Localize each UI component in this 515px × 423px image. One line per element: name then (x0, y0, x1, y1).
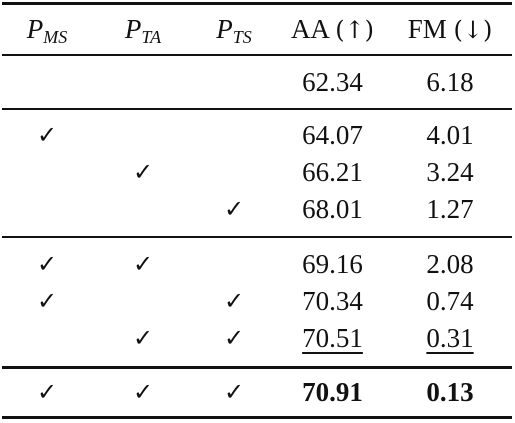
checkmark-icon: ✓ (223, 378, 245, 406)
empty-cell (192, 154, 276, 190)
checkmark-icon: ✓ (223, 195, 245, 223)
header-fm: FM (↓) (407, 14, 493, 44)
table-row: ✓ 66.21 3.24 (0, 154, 515, 190)
empty-cell (0, 191, 94, 227)
group-rule-2 (2, 236, 512, 238)
table-row: ✓ ✓ ✓ 70.91 0.13 (0, 374, 515, 410)
header-aa: AA (↑) (290, 14, 375, 44)
group-rule-1 (2, 108, 512, 110)
up-arrow-icon: (↑) (335, 16, 375, 44)
bottom-rule (2, 416, 512, 419)
fm-value: 0.74 (426, 286, 474, 316)
aa-value: 70.91 (302, 377, 363, 407)
header-row: PMS PTA PTS AA (↑) FM (↓) (0, 11, 515, 47)
aa-value: 69.16 (302, 249, 363, 279)
checkmark-icon: ✓ (132, 378, 154, 406)
fm-value: 0.13 (426, 377, 474, 407)
table-row: ✓ ✓ 69.16 2.08 (0, 246, 515, 282)
empty-cell (94, 64, 192, 100)
fm-value: 0.31 (426, 323, 474, 353)
aa-value: 70.34 (302, 286, 363, 316)
table-row: 62.34 6.18 (0, 64, 515, 100)
empty-cell (0, 154, 94, 190)
fm-value: 1.27 (426, 194, 474, 224)
empty-cell (192, 64, 276, 100)
empty-cell (0, 64, 94, 100)
top-rule (2, 2, 512, 5)
checkmark-icon: ✓ (223, 324, 245, 352)
header-rule (2, 54, 512, 56)
fm-value: 4.01 (426, 120, 474, 150)
fm-value: 2.08 (426, 249, 474, 279)
checkmark-icon: ✓ (36, 287, 58, 315)
checkmark-icon: ✓ (36, 378, 58, 406)
empty-cell (94, 283, 192, 319)
down-arrow-icon: (↓) (453, 16, 493, 44)
table-row: ✓ 68.01 1.27 (0, 191, 515, 227)
aa-value: 64.07 (302, 120, 363, 150)
header-pts: PTS (216, 14, 252, 47)
table-row: ✓ 64.07 4.01 (0, 117, 515, 153)
empty-cell (94, 191, 192, 227)
checkmark-icon: ✓ (223, 287, 245, 315)
empty-cell (192, 117, 276, 153)
empty-cell (0, 320, 94, 356)
aa-value: 70.51 (302, 323, 363, 353)
aa-value: 66.21 (302, 157, 363, 187)
fm-value: 6.18 (426, 67, 474, 97)
checkmark-icon: ✓ (132, 158, 154, 186)
fm-value: 3.24 (426, 157, 474, 187)
aa-value: 62.34 (302, 67, 363, 97)
checkmark-icon: ✓ (36, 250, 58, 278)
header-pms: PMS (26, 14, 68, 47)
empty-cell (192, 246, 276, 282)
checkmark-icon: ✓ (132, 250, 154, 278)
table-row: ✓ ✓ 70.34 0.74 (0, 283, 515, 319)
header-pta: PTA (124, 14, 162, 47)
checkmark-icon: ✓ (36, 121, 58, 149)
empty-cell (94, 117, 192, 153)
table-row: ✓ ✓ 70.51 0.31 (0, 320, 515, 356)
group-rule-3 (2, 366, 512, 369)
checkmark-icon: ✓ (132, 324, 154, 352)
aa-value: 68.01 (302, 194, 363, 224)
